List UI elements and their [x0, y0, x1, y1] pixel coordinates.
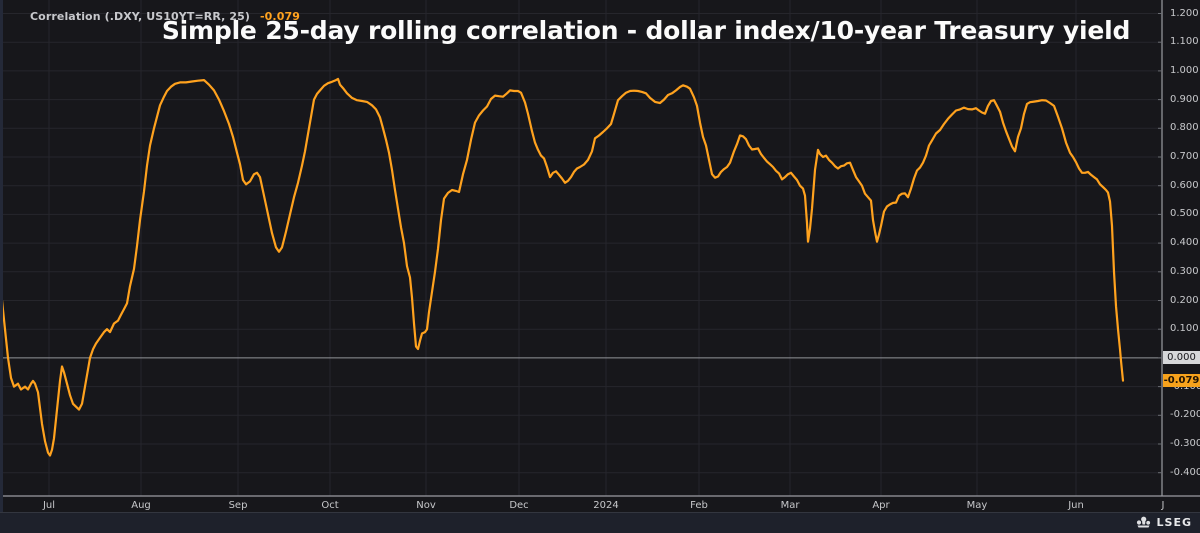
- y-axis-label: -0.200: [1170, 409, 1200, 421]
- status-bar: [0, 512, 1200, 533]
- x-axis-label: Jun: [1068, 500, 1084, 511]
- y-axis-label: 0.600: [1170, 179, 1199, 191]
- y-axis-label: -0.300: [1170, 438, 1200, 449]
- y-axis-label: 0.400: [1170, 237, 1199, 249]
- x-axis-label: Oct: [321, 500, 339, 511]
- x-axis-label: May: [966, 500, 988, 511]
- lseg-logo-icon: [1136, 516, 1150, 528]
- y-axis-label: 0.800: [1170, 122, 1199, 134]
- y-axis-label: 1.000: [1170, 64, 1199, 76]
- y-axis-label: 0.300: [1170, 265, 1199, 277]
- chart-title: Simple 25-day rolling correlation - doll…: [161, 16, 1131, 45]
- zero-axis-badge: 0.000: [1163, 351, 1200, 364]
- x-axis-label: J: [1161, 500, 1165, 511]
- series-legend-label: Correlation (.DXY, US10YT=RR, 25): [30, 10, 250, 23]
- x-axis-label: Dec: [509, 500, 529, 511]
- y-axis-label: 0.200: [1170, 294, 1199, 306]
- window-left-edge: [0, 0, 3, 532]
- series-legend-value: -0.079: [260, 10, 300, 23]
- x-axis-label: Aug: [131, 500, 151, 511]
- x-axis-label: Sep: [228, 500, 248, 511]
- x-axis-label: 2024: [593, 500, 619, 511]
- lseg-brand: LSEG: [1135, 515, 1192, 529]
- correlation-line: [0, 77, 1125, 457]
- chart-plot-area[interactable]: [0, 0, 1162, 496]
- x-axis-label: Feb: [690, 500, 708, 511]
- y-axis-label: 0.100: [1170, 323, 1199, 335]
- x-axis-label: Apr: [872, 500, 890, 511]
- series-legend: Correlation (.DXY, US10YT=RR, 25) -0.079: [30, 10, 300, 23]
- y-axis-label: 0.900: [1170, 93, 1199, 105]
- y-axis-label: 1.100: [1170, 36, 1199, 48]
- last-value-badge: -0.079: [1163, 374, 1200, 387]
- x-axis-label: Nov: [416, 500, 436, 511]
- y-axis-label: 0.500: [1170, 208, 1199, 220]
- y-axis-label: 1.200: [1170, 7, 1199, 19]
- lseg-logo-text: LSEG: [1156, 515, 1192, 529]
- y-axis-label: -0.400: [1170, 466, 1200, 478]
- x-axis-label: Jul: [42, 500, 56, 511]
- y-axis-label: 0.700: [1170, 151, 1199, 162]
- x-axis-label: Mar: [780, 500, 800, 511]
